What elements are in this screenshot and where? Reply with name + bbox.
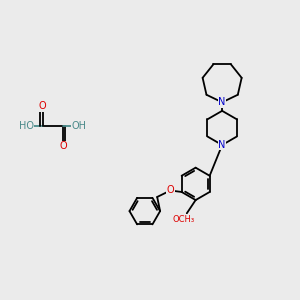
- Text: N: N: [218, 97, 226, 107]
- Text: N: N: [218, 140, 226, 150]
- Text: O: O: [59, 142, 67, 152]
- Text: OCH₃: OCH₃: [172, 215, 194, 224]
- Text: O: O: [39, 101, 46, 111]
- Text: OH: OH: [72, 122, 87, 131]
- Text: HO: HO: [19, 122, 34, 131]
- Text: O: O: [167, 185, 174, 196]
